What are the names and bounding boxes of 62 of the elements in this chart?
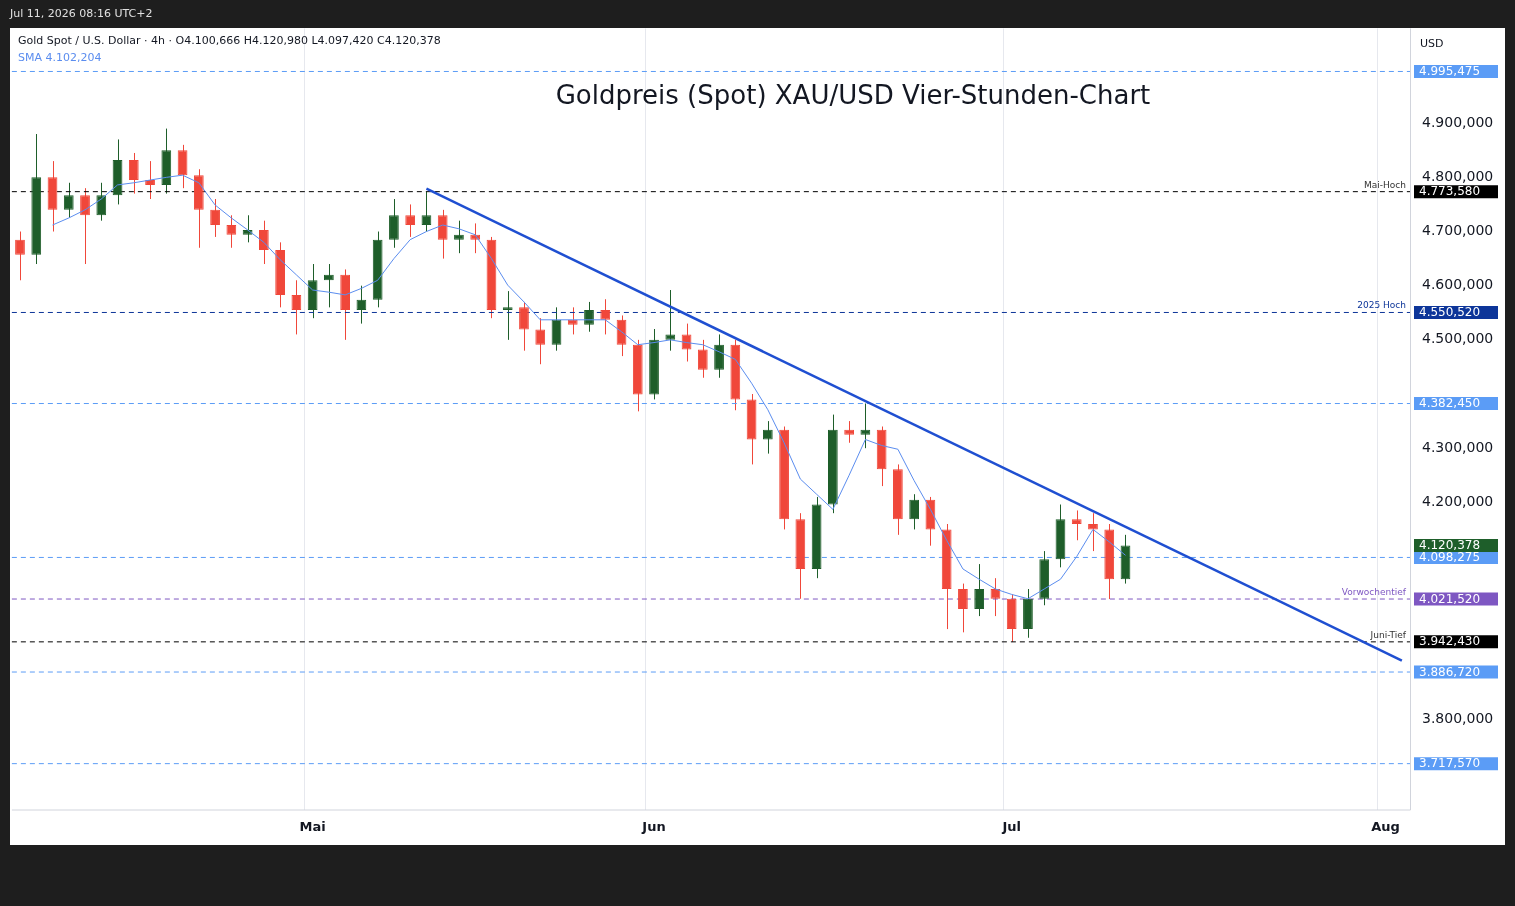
ref-line-label: 4.021,520 (1419, 591, 1481, 606)
candlestick (665, 289, 676, 352)
text: Goldpreis (Spot) XAU/USD Vier-Stunden-Chart (554, 80, 1152, 110)
candlestick (909, 493, 920, 530)
candlestick (567, 306, 578, 335)
candlestick (226, 214, 237, 249)
ref-line-label: 4.995,475 (1419, 64, 1481, 79)
candlestick (844, 420, 854, 444)
candlestick (697, 339, 708, 379)
y-tick-label: 3.800,000 (1422, 709, 1494, 726)
ref-line-label: 4.382,450 (1419, 396, 1481, 411)
candlestick (324, 263, 334, 308)
y-tick-label: 4.700,000 (1422, 222, 1494, 239)
x-tick-label: Mai (299, 819, 326, 835)
y-tick-label: 4.800,000 (1422, 167, 1494, 184)
y-tick-label: 4.600,000 (1422, 276, 1494, 293)
candlestick (551, 306, 562, 352)
y-axis-title: USD (1420, 36, 1444, 50)
candlestick (958, 583, 968, 633)
annotation: Mai-Hoch (1364, 179, 1406, 190)
text: Gold Spot / U.S. Dollar · 4h · O4.100,666 H4.120,980 L4.097,420 C4.120,378 (18, 34, 441, 47)
candlestick (600, 298, 611, 335)
ref-line-label: 4.773,580 (1419, 184, 1481, 199)
annotation: Vorwochentief (1341, 586, 1407, 597)
candlestick (389, 198, 399, 249)
candlestick (502, 290, 513, 341)
annotation: Juni-Tief (1369, 629, 1407, 640)
x-tick-label: Jun (641, 819, 666, 835)
ref-line-label: 3.886,720 (1419, 664, 1481, 679)
candlestick (145, 160, 155, 200)
annotation: 2025 Hoch (1357, 300, 1406, 311)
y-tick-label: 4.300,000 (1422, 438, 1494, 455)
candlestick (258, 220, 269, 265)
candlestick (177, 144, 188, 189)
candlestick (1071, 509, 1082, 541)
candlestick (1088, 512, 1098, 552)
x-tick-label: Jul (1001, 819, 1021, 835)
ref-line-label: 3.717,570 (1419, 756, 1481, 771)
candlestick (421, 191, 432, 233)
x-tick-label: Aug (1371, 819, 1400, 835)
candlestick (96, 182, 107, 222)
candlestick (762, 420, 773, 455)
candlestick (974, 563, 985, 617)
text: Jul 11, 2026 08:16 UTC+2 (10, 7, 153, 20)
candlestick (714, 333, 724, 379)
y-tick-label: 4.200,000 (1422, 492, 1494, 509)
candlestick (454, 220, 464, 254)
candlestick (291, 279, 302, 335)
y-tick-label: 4.500,000 (1422, 330, 1494, 347)
text: 4.120,378 (1419, 538, 1481, 553)
candlestick (860, 403, 871, 449)
ref-line-label: 4.098,275 (1419, 550, 1481, 565)
annotation: 4.102,204 (45, 51, 102, 64)
text: SMA (18, 51, 43, 64)
y-tick-label: 4.900,000 (1422, 113, 1494, 130)
ref-line-label: 4.550,520 (1419, 305, 1481, 320)
ref-line-label: 3.942,430 (1419, 634, 1481, 649)
candlestick (128, 152, 139, 195)
candlestick (519, 301, 529, 352)
candlestick (437, 209, 448, 260)
candlestick (990, 577, 1001, 617)
candlestick (80, 187, 90, 265)
